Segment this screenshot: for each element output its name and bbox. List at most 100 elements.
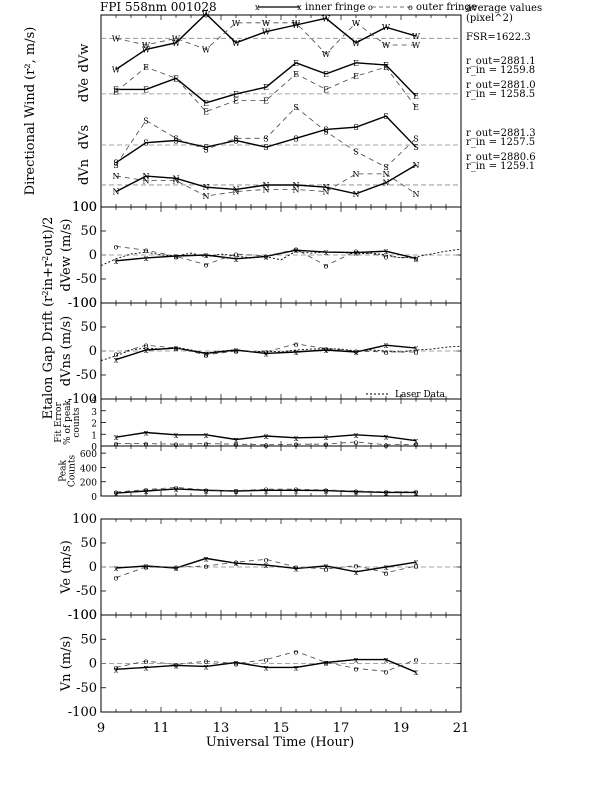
point-inner: x	[144, 346, 149, 355]
series-line-laser	[100, 248, 462, 267]
point-inner: x	[174, 564, 179, 573]
wind-point-inner-W: W	[202, 10, 211, 19]
wind-point-inner-W: W	[292, 21, 301, 30]
wind-point-outer-S: S	[293, 103, 298, 112]
point-inner: x	[234, 487, 239, 496]
point-inner: x	[294, 434, 299, 443]
legend: x x inner fringe o o outer fringe	[255, 2, 477, 13]
point-inner: x	[174, 252, 179, 261]
panel-frame	[100, 445, 462, 497]
wind-point-inner-E: E	[113, 85, 119, 94]
point-outer: o	[294, 563, 299, 572]
x-tick-label: 13	[213, 721, 230, 736]
point-inner: x	[414, 668, 419, 677]
point-inner: x	[324, 248, 329, 257]
series-line-inner	[115, 658, 417, 673]
legend-outer-marker-b: o	[408, 3, 413, 12]
x-tick-label: 19	[393, 721, 410, 736]
point-outer: o	[414, 488, 419, 497]
wind-line-outer-N	[115, 173, 417, 197]
point-inner: x	[324, 487, 329, 496]
y-tick-label: 600	[80, 450, 97, 460]
point-outer: o	[114, 574, 119, 583]
point-outer: o	[384, 252, 389, 261]
point-outer: o	[144, 486, 149, 495]
y-tick-label: 4	[91, 396, 97, 406]
wind-point-outer-N: N	[413, 190, 420, 199]
y-tick-label: -100	[68, 705, 97, 720]
y-tick-label: -50	[76, 368, 97, 383]
x-tick-label: 15	[273, 721, 290, 736]
avg-fsr: FSR=1622.3	[466, 32, 531, 43]
wind-point-outer-E: E	[113, 88, 119, 97]
point-outer: o	[294, 647, 299, 656]
point-outer: o	[144, 341, 149, 350]
wind-point-outer-S: S	[323, 128, 328, 137]
y-tick-label: 50	[80, 536, 97, 551]
y-axis-label-line: Ve (m/s)	[59, 540, 74, 595]
average-values-notes: average values (pixel^2) FSR=1622.3 r_ou…	[466, 3, 542, 172]
point-inner: x	[264, 349, 269, 358]
y-axis-label: Ve (m/s)	[59, 540, 74, 595]
y-axis-label: Fit Error% of peakcounts	[54, 399, 82, 444]
wind-point-inner-N: N	[263, 181, 270, 190]
point-outer: o	[294, 485, 299, 494]
point-outer: o	[354, 347, 359, 356]
point-outer: o	[204, 351, 209, 360]
point-inner: x	[144, 428, 149, 437]
point-inner: x	[414, 254, 419, 263]
legend-inner-marker-b: x	[297, 3, 302, 12]
wind-point-outer-E: E	[233, 97, 239, 106]
wind-point-inner-E: E	[323, 70, 329, 79]
wind-point-inner-S: S	[383, 112, 388, 121]
y-axis-label: dVew (m/s)	[59, 219, 74, 292]
point-outer: o	[114, 242, 119, 251]
y-tick-label: 100	[72, 608, 97, 623]
wind-point-outer-E: E	[293, 70, 299, 79]
point-outer: o	[354, 487, 359, 496]
point-inner: x	[174, 344, 179, 353]
point-outer: o	[324, 345, 329, 354]
point-outer: o	[324, 659, 329, 668]
point-inner: x	[384, 341, 389, 350]
point-inner: x	[294, 564, 299, 573]
wind-point-inner-W: W	[172, 39, 181, 48]
wind-point-outer-W: W	[262, 19, 271, 28]
wind-point-outer-N: N	[263, 185, 270, 194]
point-inner: x	[384, 563, 389, 572]
series-line-inner	[115, 431, 417, 442]
point-outer: o	[414, 348, 419, 357]
point-inner: x	[354, 431, 359, 440]
point-inner: x	[174, 661, 179, 670]
y-axis-label-line: Vn (m/s)	[59, 636, 74, 692]
y-axis-label-line: % of peak	[63, 399, 73, 444]
wind-side-label: dVs	[77, 125, 92, 149]
chart-title: FPI 558nm 001028	[100, 0, 217, 14]
point-outer: o	[264, 348, 269, 357]
wind-point-inner-N: N	[143, 172, 150, 181]
point-inner: x	[354, 488, 359, 497]
point-outer: o	[384, 569, 389, 578]
avg-rin-s: r_in = 1257.5	[466, 137, 535, 148]
point-inner: x	[384, 247, 389, 256]
wind-point-outer-W: W	[322, 50, 331, 59]
y-tick-label: 0	[89, 560, 97, 575]
wind-point-inner-W: W	[322, 14, 331, 23]
y-tick-label: 200	[80, 479, 97, 489]
point-inner: x	[354, 656, 359, 665]
point-inner: x	[324, 562, 329, 571]
x-axis-label: Universal Time (Hour)	[206, 735, 354, 750]
point-inner: x	[324, 433, 329, 442]
series-line-outer	[115, 343, 416, 356]
y-tick-label: 0	[91, 493, 97, 503]
point-outer: o	[234, 558, 239, 567]
wind-point-inner-E: E	[383, 61, 389, 70]
point-inner: x	[234, 436, 239, 445]
point-inner: x	[264, 432, 269, 441]
point-inner: x	[294, 663, 299, 672]
wind-point-inner-E: E	[413, 92, 419, 101]
wind-point-outer-S: S	[143, 117, 148, 126]
point-outer: o	[114, 350, 119, 359]
y-tick-label: 400	[80, 464, 97, 474]
